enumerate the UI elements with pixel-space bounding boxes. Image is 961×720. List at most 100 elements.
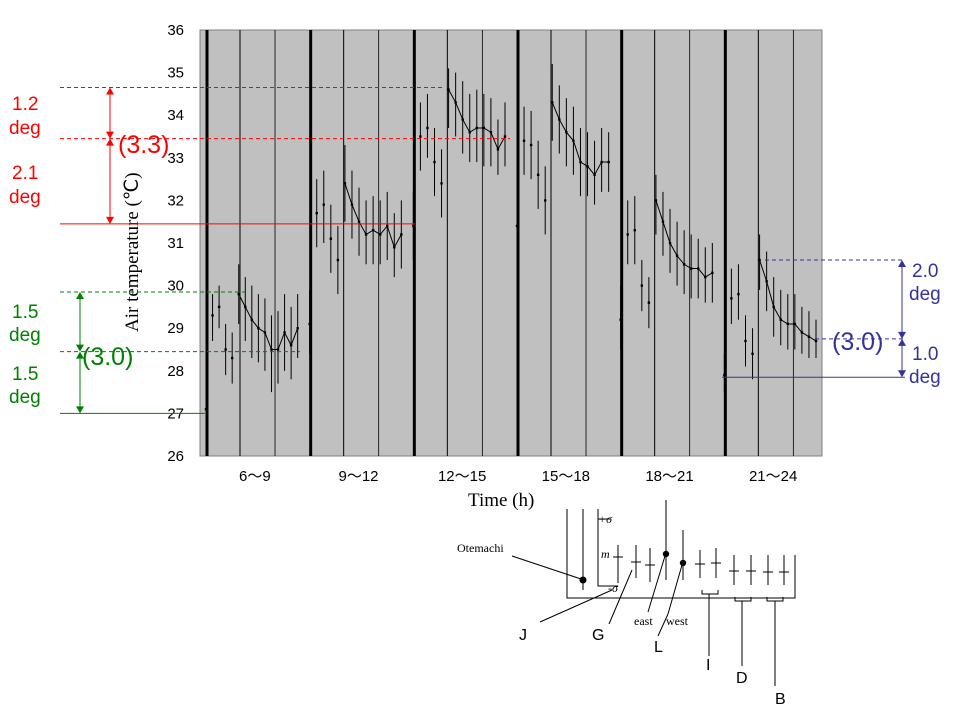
- mean-point: [217, 305, 221, 309]
- mean-point: [211, 314, 214, 317]
- legend-sigma-bracket: [597, 509, 618, 587]
- blue-arrow-lower-head-top: [898, 338, 906, 346]
- legend-minus-sigma: -σ: [608, 581, 619, 595]
- blue-upper-diff: 2.0: [912, 261, 938, 282]
- legend-frame: [566, 509, 796, 599]
- red-total: (3.3): [118, 131, 169, 159]
- mean-point: [515, 224, 519, 228]
- red-arrow-lower-head-top: [106, 138, 114, 146]
- legend-i-label: I: [706, 657, 710, 674]
- mean-point: [640, 284, 644, 287]
- series-line: [655, 200, 713, 278]
- legend-otemachi-label: Otemachi: [457, 541, 504, 555]
- blue-upper-unit: deg: [909, 284, 941, 305]
- x-tick-label: 15～18: [542, 468, 590, 485]
- mean-point: [426, 126, 429, 130]
- mean-point: [224, 348, 227, 351]
- y-tick-label: 28: [167, 363, 184, 380]
- legend-mean: m: [601, 547, 610, 561]
- mean-point: [744, 339, 747, 343]
- legend-west-dot: [679, 559, 687, 567]
- mean-point: [633, 229, 636, 232]
- mean-point: [447, 88, 450, 91]
- x-tick-label: 6～9: [239, 468, 271, 485]
- blue-arrow-upper-head-top: [898, 260, 906, 268]
- x-tick-label: 12～15: [438, 468, 486, 485]
- mean-point: [204, 407, 208, 411]
- mean-point: [723, 373, 726, 377]
- mean-point: [647, 301, 651, 304]
- green-upper-unit: deg: [9, 325, 41, 346]
- mean-point: [440, 182, 443, 185]
- red-upper-unit: deg: [9, 118, 41, 139]
- y-tick-label: 30: [167, 278, 184, 295]
- green-arrow-upper-head-top: [76, 291, 84, 299]
- mean-point: [412, 224, 415, 228]
- red-arrow-upper-head-bottom: [106, 131, 114, 139]
- legend-leader-g: [608, 569, 633, 625]
- legend-b-label: B: [775, 691, 786, 708]
- mean-point: [536, 173, 540, 177]
- legend-diagram: +σ m -σ: [457, 500, 796, 708]
- legend-g-label: G: [592, 627, 604, 644]
- mean-point: [522, 139, 526, 142]
- mean-point: [758, 258, 761, 262]
- legend-west-label: west: [666, 614, 689, 628]
- mean-point: [329, 237, 333, 240]
- mean-point: [322, 203, 325, 206]
- red-upper-diff: 1.2: [12, 94, 38, 115]
- red-lower-unit: deg: [9, 187, 41, 208]
- mean-point: [711, 271, 714, 275]
- y-tick-label: 34: [167, 107, 184, 124]
- blue-arrow-upper-head-bottom: [898, 331, 906, 339]
- legend-east-label: east: [634, 614, 653, 628]
- x-tick-label: 18～21: [645, 468, 693, 485]
- mean-point: [315, 211, 318, 215]
- green-arrow-upper-head-bottom: [76, 344, 84, 352]
- legend-j-label: J: [519, 627, 527, 644]
- mean-point: [751, 352, 754, 355]
- mean-point: [544, 199, 547, 202]
- green-lower-unit: deg: [9, 387, 41, 408]
- x-tick-label: 9～12: [338, 468, 378, 485]
- blue-arrow-lower-head-bottom: [898, 370, 906, 378]
- legend-plus-sigma: +σ: [598, 512, 613, 526]
- mean-point: [737, 292, 740, 296]
- series-line: [448, 89, 506, 151]
- mean-point: [296, 327, 299, 330]
- legend-d-label: D: [736, 670, 748, 687]
- red-arrow-upper-head-top: [106, 87, 114, 95]
- legend-leader-j: [539, 589, 613, 623]
- green-total: (3.0): [82, 343, 133, 371]
- x-axis-label: Time (h): [468, 490, 534, 511]
- y-axis-label: Air temperature (℃): [122, 172, 143, 332]
- mean-point: [308, 322, 311, 326]
- red-lower-diff: 2.1: [12, 163, 38, 184]
- panels: 6～9 9～12 12～15 15～18 18～21 21～24: [204, 30, 823, 485]
- legend-ticks-d: [734, 597, 752, 602]
- y-tick-label: 36: [167, 22, 184, 39]
- y-tick-label: 26: [167, 448, 184, 465]
- y-tick-label: 33: [167, 150, 184, 167]
- legend-otemachi-dot: [579, 576, 587, 584]
- legend-ticks-i: [701, 590, 719, 595]
- legend-l-label: L: [654, 639, 663, 656]
- blue-total: (3.0): [832, 328, 883, 356]
- series-line: [551, 102, 609, 176]
- blue-lower-unit: deg: [909, 367, 941, 388]
- green-arrow-lower-head-top: [76, 351, 84, 359]
- mean-point: [433, 160, 436, 164]
- legend-leader-west: [667, 564, 683, 615]
- y-tick-label: 31: [167, 235, 184, 252]
- green-upper-diff: 1.5: [12, 302, 38, 323]
- mean-point: [730, 297, 733, 300]
- plot-area: [199, 29, 823, 457]
- mean-point: [336, 258, 340, 262]
- series-line: [344, 183, 402, 249]
- blue-lower-diff: 1.0: [912, 344, 938, 365]
- x-tick-label: 21～24: [749, 468, 797, 485]
- y-tick-label: 29: [167, 320, 184, 337]
- mean-point: [626, 233, 629, 236]
